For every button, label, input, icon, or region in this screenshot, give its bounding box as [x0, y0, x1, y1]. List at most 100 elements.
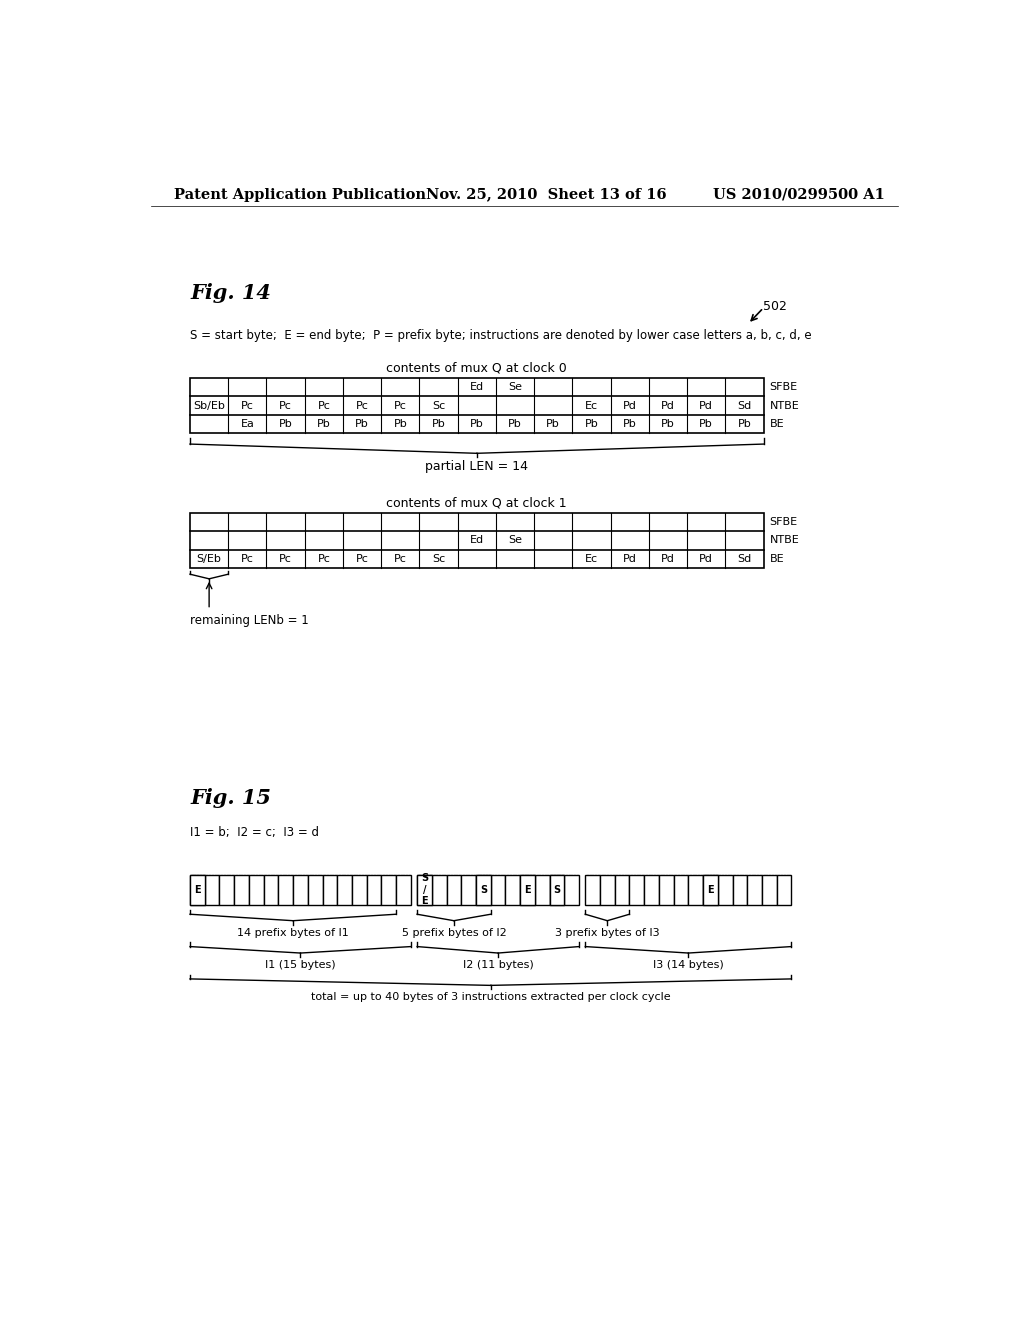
Bar [550, 875, 564, 906]
Bar [490, 875, 506, 906]
Bar [550, 875, 564, 906]
Text: E: E [524, 884, 530, 895]
Bar [432, 875, 446, 906]
Bar [190, 875, 205, 906]
Bar [776, 875, 792, 906]
Text: Patent Application Publication: Patent Application Publication [174, 187, 427, 202]
Bar [732, 875, 748, 906]
Text: Sd: Sd [737, 400, 752, 411]
Text: NTBE: NTBE [770, 400, 800, 411]
Text: Pd: Pd [623, 554, 637, 564]
Text: Pd: Pd [699, 400, 713, 411]
Bar [506, 875, 520, 906]
Bar [249, 875, 263, 906]
Text: 14 prefix bytes of I1: 14 prefix bytes of I1 [238, 928, 349, 937]
Text: BE: BE [770, 418, 784, 429]
Text: Pb: Pb [317, 418, 331, 429]
Text: Se: Se [508, 536, 522, 545]
Text: 5 prefix bytes of I2: 5 prefix bytes of I2 [401, 928, 506, 937]
Bar [293, 875, 308, 906]
Bar [461, 875, 476, 906]
Bar [630, 875, 644, 906]
Text: partial LEN = 14: partial LEN = 14 [425, 461, 528, 474]
Text: Sb/Eb: Sb/Eb [194, 400, 225, 411]
Bar [614, 875, 630, 906]
Bar [308, 875, 323, 906]
Text: Pc: Pc [280, 400, 292, 411]
Bar [600, 875, 614, 906]
Bar [417, 875, 432, 906]
Text: Pc: Pc [280, 554, 292, 564]
Text: S
/
E: S / E [421, 874, 428, 907]
Text: Pb: Pb [547, 418, 560, 429]
Bar [279, 875, 293, 906]
Text: Nov. 25, 2010  Sheet 13 of 16: Nov. 25, 2010 Sheet 13 of 16 [426, 187, 667, 202]
Text: US 2010/0299500 A1: US 2010/0299500 A1 [713, 187, 885, 202]
Bar [234, 875, 249, 906]
Text: S = start byte;  E = end byte;  P = prefix byte; instructions are denoted by low: S = start byte; E = end byte; P = prefix… [190, 329, 812, 342]
Bar [446, 875, 461, 906]
Text: Pb: Pb [662, 418, 675, 429]
Text: remaining LENb = 1: remaining LENb = 1 [190, 614, 309, 627]
Text: E: E [708, 884, 714, 895]
Text: I1 = b;  I2 = c;  I3 = d: I1 = b; I2 = c; I3 = d [190, 825, 319, 838]
Text: Pc: Pc [241, 554, 254, 564]
Text: E: E [195, 884, 201, 895]
Text: Ed: Ed [470, 536, 483, 545]
Bar [219, 875, 234, 906]
Text: Se: Se [508, 381, 522, 392]
Text: Pc: Pc [355, 554, 369, 564]
Text: Pc: Pc [317, 400, 331, 411]
Text: S/Eb: S/Eb [197, 554, 221, 564]
Bar [476, 875, 490, 906]
Bar [323, 875, 337, 906]
Text: 502: 502 [764, 300, 787, 313]
Bar [190, 875, 205, 906]
Text: Pb: Pb [470, 418, 483, 429]
Text: Pb: Pb [623, 418, 637, 429]
Text: S: S [553, 884, 560, 895]
Bar [674, 875, 688, 906]
Text: I3 (14 bytes): I3 (14 bytes) [653, 960, 724, 970]
Text: Sc: Sc [432, 554, 445, 564]
Text: Pb: Pb [699, 418, 713, 429]
Text: Pc: Pc [317, 554, 331, 564]
Bar [688, 875, 703, 906]
Text: S: S [480, 884, 486, 895]
Text: Fig. 15: Fig. 15 [190, 788, 271, 808]
Text: Pb: Pb [585, 418, 598, 429]
Text: Pc: Pc [241, 400, 254, 411]
Bar [476, 875, 490, 906]
Bar [381, 875, 396, 906]
Bar [703, 875, 718, 906]
Text: SFBE: SFBE [770, 517, 798, 527]
Text: Pd: Pd [623, 400, 637, 411]
Text: Ed: Ed [470, 381, 483, 392]
Text: Sc: Sc [432, 400, 445, 411]
Bar [703, 875, 718, 906]
Text: Pc: Pc [394, 400, 407, 411]
Bar [205, 875, 219, 906]
Bar [263, 875, 279, 906]
Text: Pd: Pd [660, 400, 675, 411]
Text: Pc: Pc [394, 554, 407, 564]
Text: 3 prefix bytes of I3: 3 prefix bytes of I3 [555, 928, 659, 937]
Bar [190, 512, 764, 568]
Bar [367, 875, 381, 906]
Bar [586, 875, 600, 906]
Bar [520, 875, 535, 906]
Bar [564, 875, 579, 906]
Text: Ec: Ec [585, 554, 598, 564]
Bar [644, 875, 658, 906]
Bar [748, 875, 762, 906]
Text: I2 (11 bytes): I2 (11 bytes) [463, 960, 534, 970]
Bar [762, 875, 776, 906]
Text: NTBE: NTBE [770, 536, 800, 545]
Text: Pb: Pb [508, 418, 522, 429]
Text: Pb: Pb [355, 418, 369, 429]
Text: Ea: Ea [241, 418, 254, 429]
Text: Fig. 14: Fig. 14 [190, 284, 271, 304]
Bar [658, 875, 674, 906]
Text: Pc: Pc [355, 400, 369, 411]
Text: SFBE: SFBE [770, 381, 798, 392]
